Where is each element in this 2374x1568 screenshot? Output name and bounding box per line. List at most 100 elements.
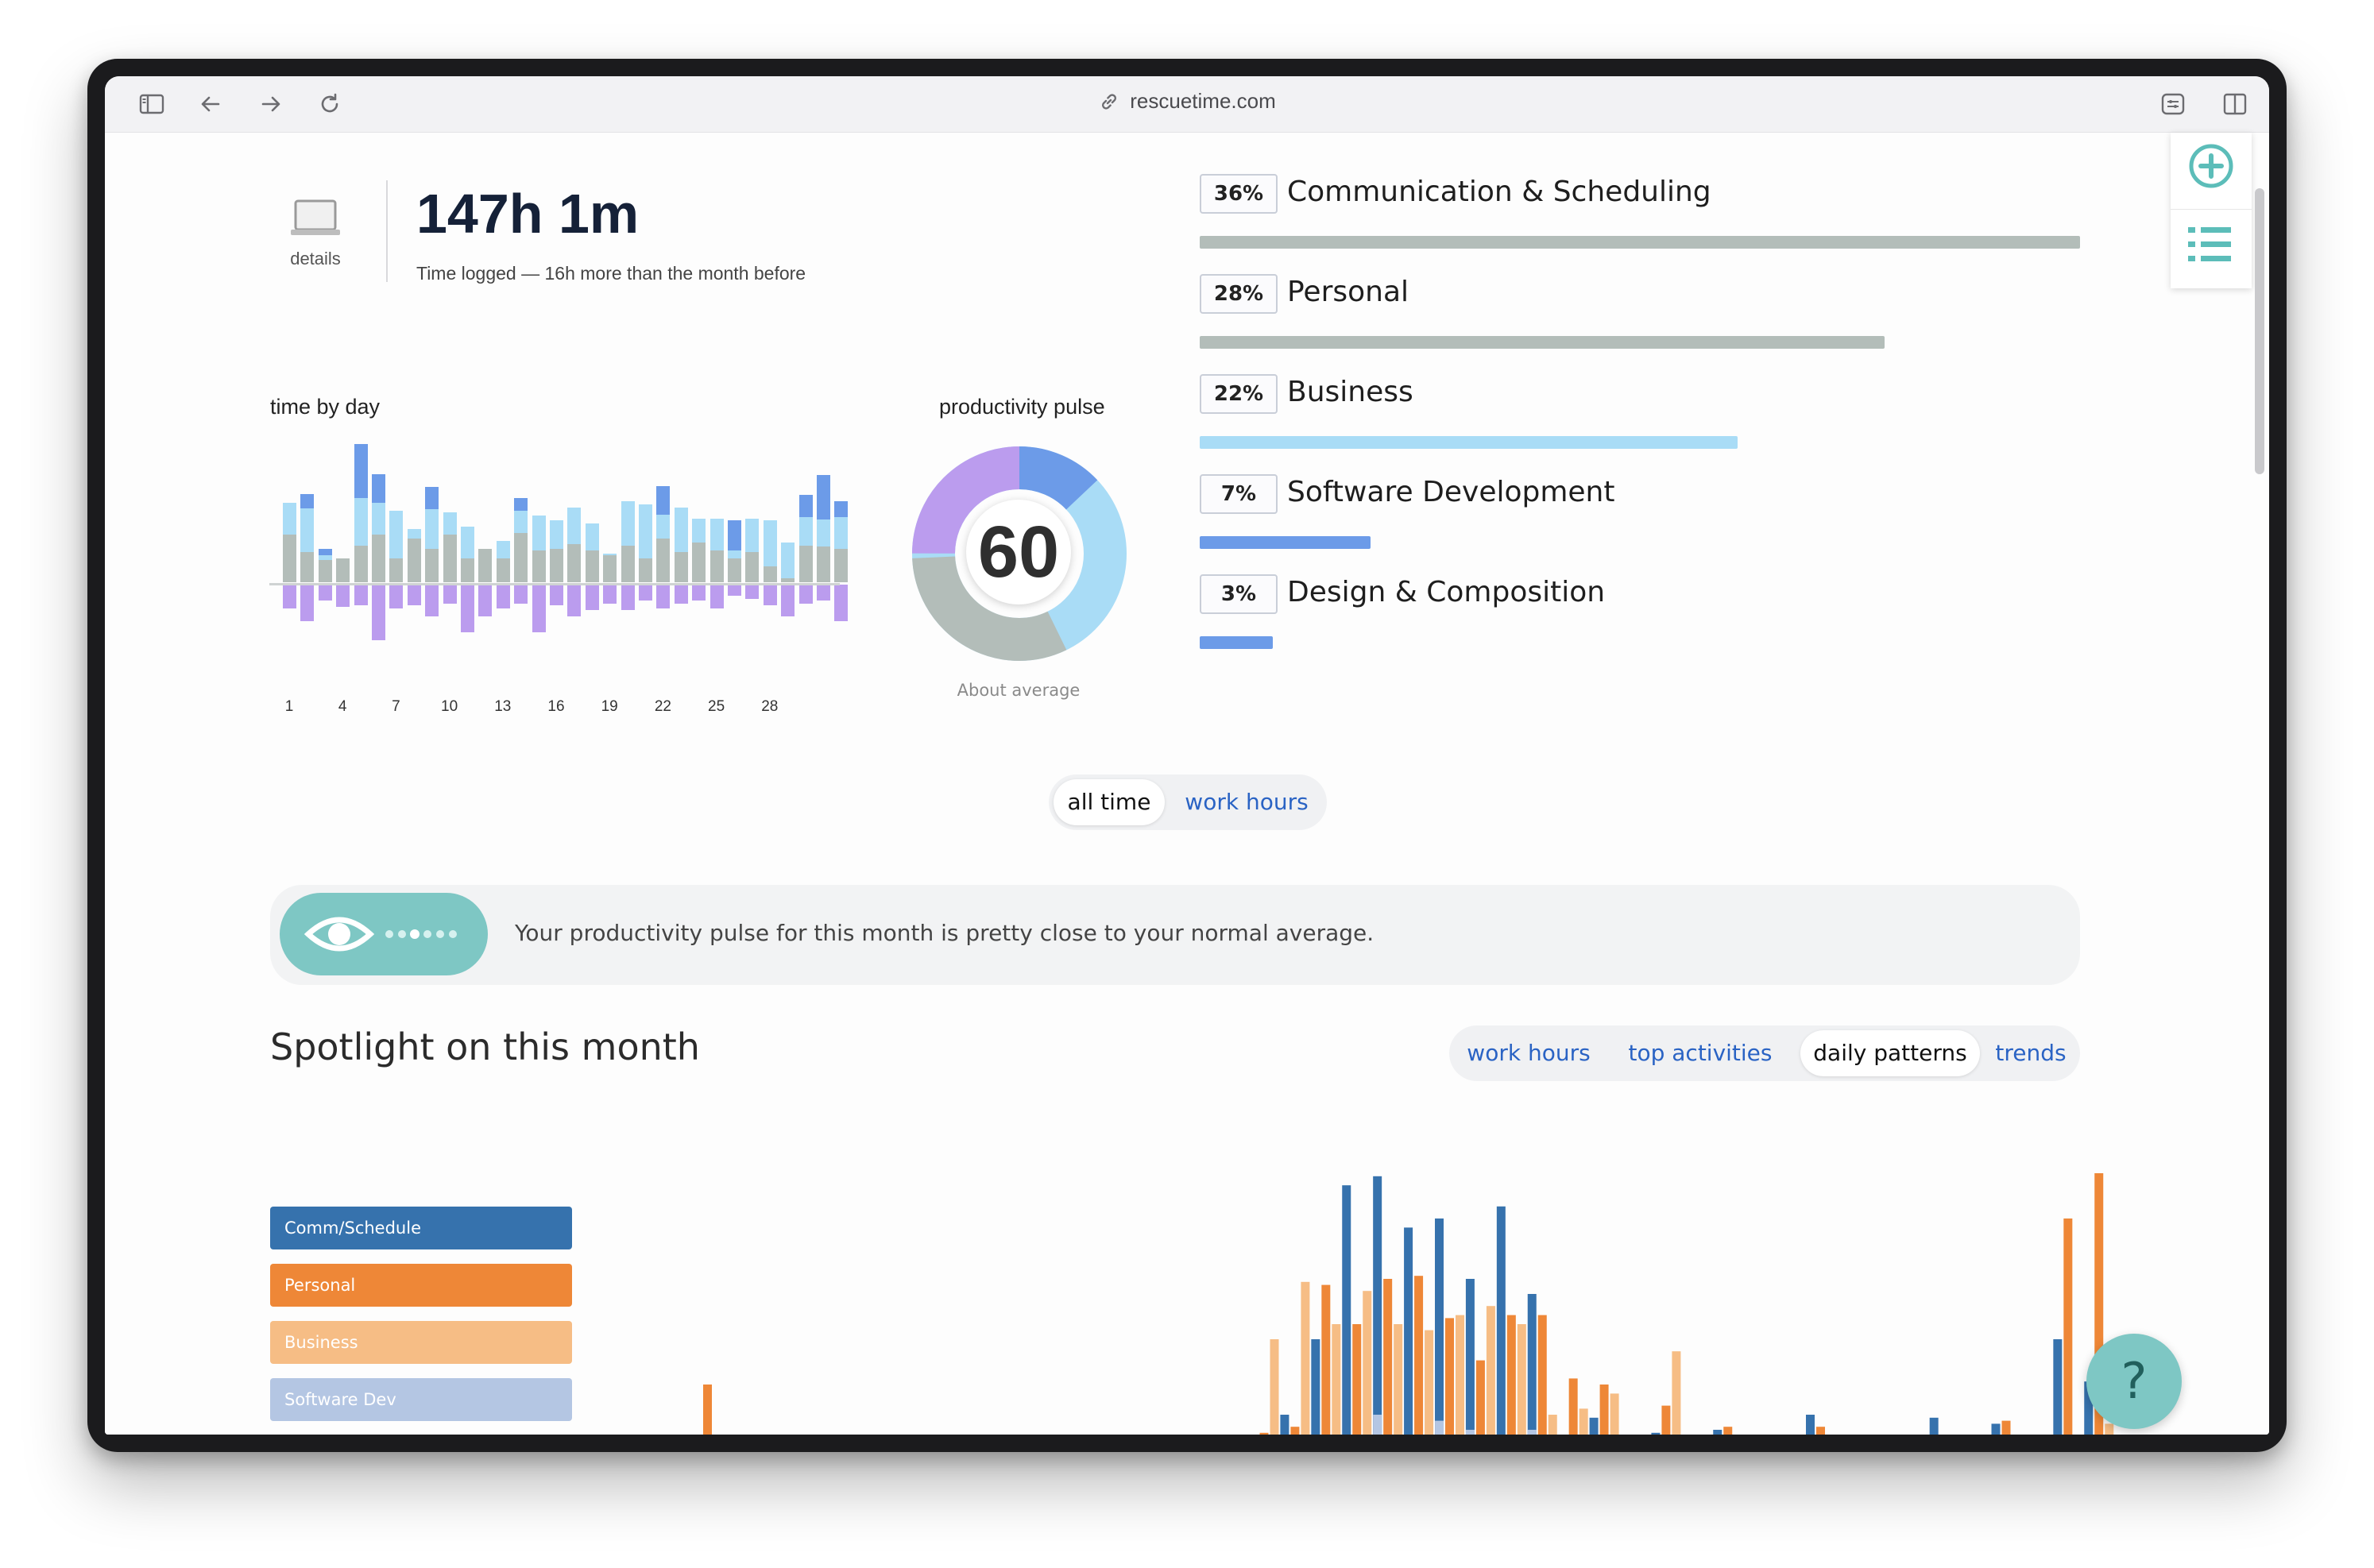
- hour-bar[interactable]: [1466, 1430, 1475, 1435]
- tab-work-hours[interactable]: work hours: [1467, 1040, 1591, 1066]
- day-bar-segment: [300, 508, 315, 552]
- hour-bar[interactable]: [2084, 1381, 2094, 1435]
- tab-daily-patterns[interactable]: daily patterns: [1800, 1030, 1980, 1076]
- hour-bar[interactable]: [1445, 1318, 1454, 1435]
- hour-bar[interactable]: [1404, 1227, 1413, 1435]
- details-label: details: [290, 249, 341, 268]
- day-bar-segment: [461, 558, 474, 582]
- sidebar-toggle-icon[interactable]: [138, 91, 165, 118]
- hour-bar[interactable]: [1414, 1276, 1424, 1435]
- hour-bar[interactable]: [1311, 1339, 1320, 1435]
- hour-bar[interactable]: [1589, 1417, 1599, 1435]
- list-button[interactable]: [2171, 210, 2252, 286]
- work-hours-button[interactable]: work hours: [1185, 789, 1309, 815]
- hour-bar[interactable]: [1425, 1330, 1434, 1435]
- hour-bar[interactable]: [1373, 1176, 1382, 1435]
- hour-bar[interactable]: [1506, 1315, 1516, 1435]
- day-bar-negative: [781, 585, 795, 616]
- add-button[interactable]: [2171, 133, 2252, 210]
- details-button[interactable]: details: [284, 198, 347, 269]
- day-bar-negative: [745, 585, 760, 599]
- hour-bar[interactable]: [1290, 1427, 1300, 1435]
- hour-bar[interactable]: [1527, 1294, 1537, 1435]
- address-bar[interactable]: rescuetime.com: [105, 89, 2269, 114]
- forward-icon[interactable]: [257, 91, 284, 118]
- tab-trends[interactable]: trends: [1995, 1040, 2067, 1066]
- day-bar-negative: [336, 585, 350, 607]
- category-name: Software Development: [1287, 476, 1615, 508]
- day-bar-segment: [798, 546, 813, 582]
- hour-bar[interactable]: [1517, 1324, 1526, 1435]
- day-bar-segment: [692, 543, 706, 582]
- day-bar-segment: [709, 519, 724, 550]
- hour-bar[interactable]: [1537, 1315, 1547, 1435]
- hour-bar[interactable]: [1352, 1324, 1362, 1435]
- hour-bar[interactable]: [1816, 1427, 1825, 1435]
- day-bar-negative: [763, 585, 777, 605]
- hour-bar[interactable]: [1435, 1420, 1444, 1435]
- hour-bar[interactable]: [2001, 1420, 2011, 1435]
- hour-bar[interactable]: [1332, 1324, 1341, 1435]
- insight-banner: Your productivity pulse for this month i…: [270, 885, 2080, 985]
- hour-bar[interactable]: [1991, 1423, 2001, 1435]
- category-name: Business: [1287, 376, 1413, 408]
- legend-personal[interactable]: Personal: [270, 1264, 572, 1307]
- split-view-icon[interactable]: [2221, 91, 2248, 118]
- hour-bar[interactable]: [1486, 1306, 1495, 1435]
- day-bar-negative: [709, 585, 724, 608]
- back-icon[interactable]: [197, 91, 224, 118]
- hour-bar[interactable]: [1321, 1284, 1331, 1435]
- hour-bar[interactable]: [1599, 1385, 1609, 1435]
- tab-top-activities[interactable]: top activities: [1628, 1040, 1773, 1066]
- legend-software-dev[interactable]: Software Dev: [270, 1378, 572, 1421]
- hour-bar[interactable]: [1651, 1432, 1661, 1435]
- hour-bar[interactable]: [1579, 1408, 1588, 1435]
- hour-bar[interactable]: [1672, 1351, 1681, 1435]
- hour-bar[interactable]: [1363, 1291, 1372, 1435]
- hour-bar[interactable]: [1456, 1315, 1464, 1435]
- day-bar-negative: [639, 585, 652, 601]
- hour-bar[interactable]: [1270, 1339, 1279, 1435]
- hour-bar[interactable]: [1280, 1415, 1289, 1435]
- hour-bar[interactable]: [703, 1385, 712, 1435]
- day-bar-negative: [692, 585, 706, 601]
- hour-bar[interactable]: [1548, 1415, 1557, 1435]
- hour-bar[interactable]: [1342, 1185, 1351, 1435]
- legend-business[interactable]: Business: [270, 1321, 572, 1364]
- hour-bar[interactable]: [1568, 1378, 1578, 1435]
- pulse-title: productivity pulse: [939, 395, 1105, 419]
- hour-bar[interactable]: [1806, 1415, 1815, 1435]
- hour-bar[interactable]: [1373, 1415, 1382, 1435]
- day-bar-segment: [585, 550, 599, 582]
- hour-bar[interactable]: [1383, 1279, 1393, 1435]
- hour-bar[interactable]: [1475, 1360, 1485, 1435]
- day-bar-segment: [798, 517, 813, 546]
- hour-bar[interactable]: [1259, 1432, 1269, 1435]
- day-bar-segment: [781, 578, 795, 582]
- hour-bar[interactable]: [1394, 1324, 1403, 1435]
- reload-icon[interactable]: [316, 91, 343, 118]
- hour-bar[interactable]: [1713, 1430, 1723, 1435]
- divider: [386, 180, 388, 282]
- hour-bar[interactable]: [2105, 1423, 2114, 1435]
- help-button[interactable]: ?: [2086, 1334, 2182, 1429]
- day-bar-segment: [798, 495, 813, 517]
- hour-bar[interactable]: [1465, 1279, 1475, 1435]
- hour-bar[interactable]: [2094, 1173, 2104, 1435]
- all-time-button[interactable]: all time: [1054, 779, 1165, 825]
- hour-bar[interactable]: [1301, 1281, 1310, 1435]
- hour-bar[interactable]: [1435, 1218, 1444, 1435]
- extension-icon[interactable]: [2159, 91, 2186, 118]
- scrollbar[interactable]: [2255, 188, 2264, 474]
- hour-bar[interactable]: [1723, 1427, 1733, 1435]
- hour-bar[interactable]: [1496, 1206, 1506, 1435]
- hour-bar[interactable]: [1527, 1430, 1537, 1435]
- day-bar-segment: [550, 520, 563, 549]
- legend-comm-schedule[interactable]: Comm/Schedule: [270, 1207, 572, 1249]
- hour-bar[interactable]: [1661, 1405, 1671, 1435]
- hour-bar[interactable]: [2063, 1218, 2073, 1435]
- hour-bar[interactable]: [2053, 1339, 2063, 1435]
- hour-bar[interactable]: [1929, 1417, 1939, 1435]
- browser-toolbar: rescuetime.com: [105, 76, 2269, 133]
- hour-bar[interactable]: [1610, 1393, 1619, 1435]
